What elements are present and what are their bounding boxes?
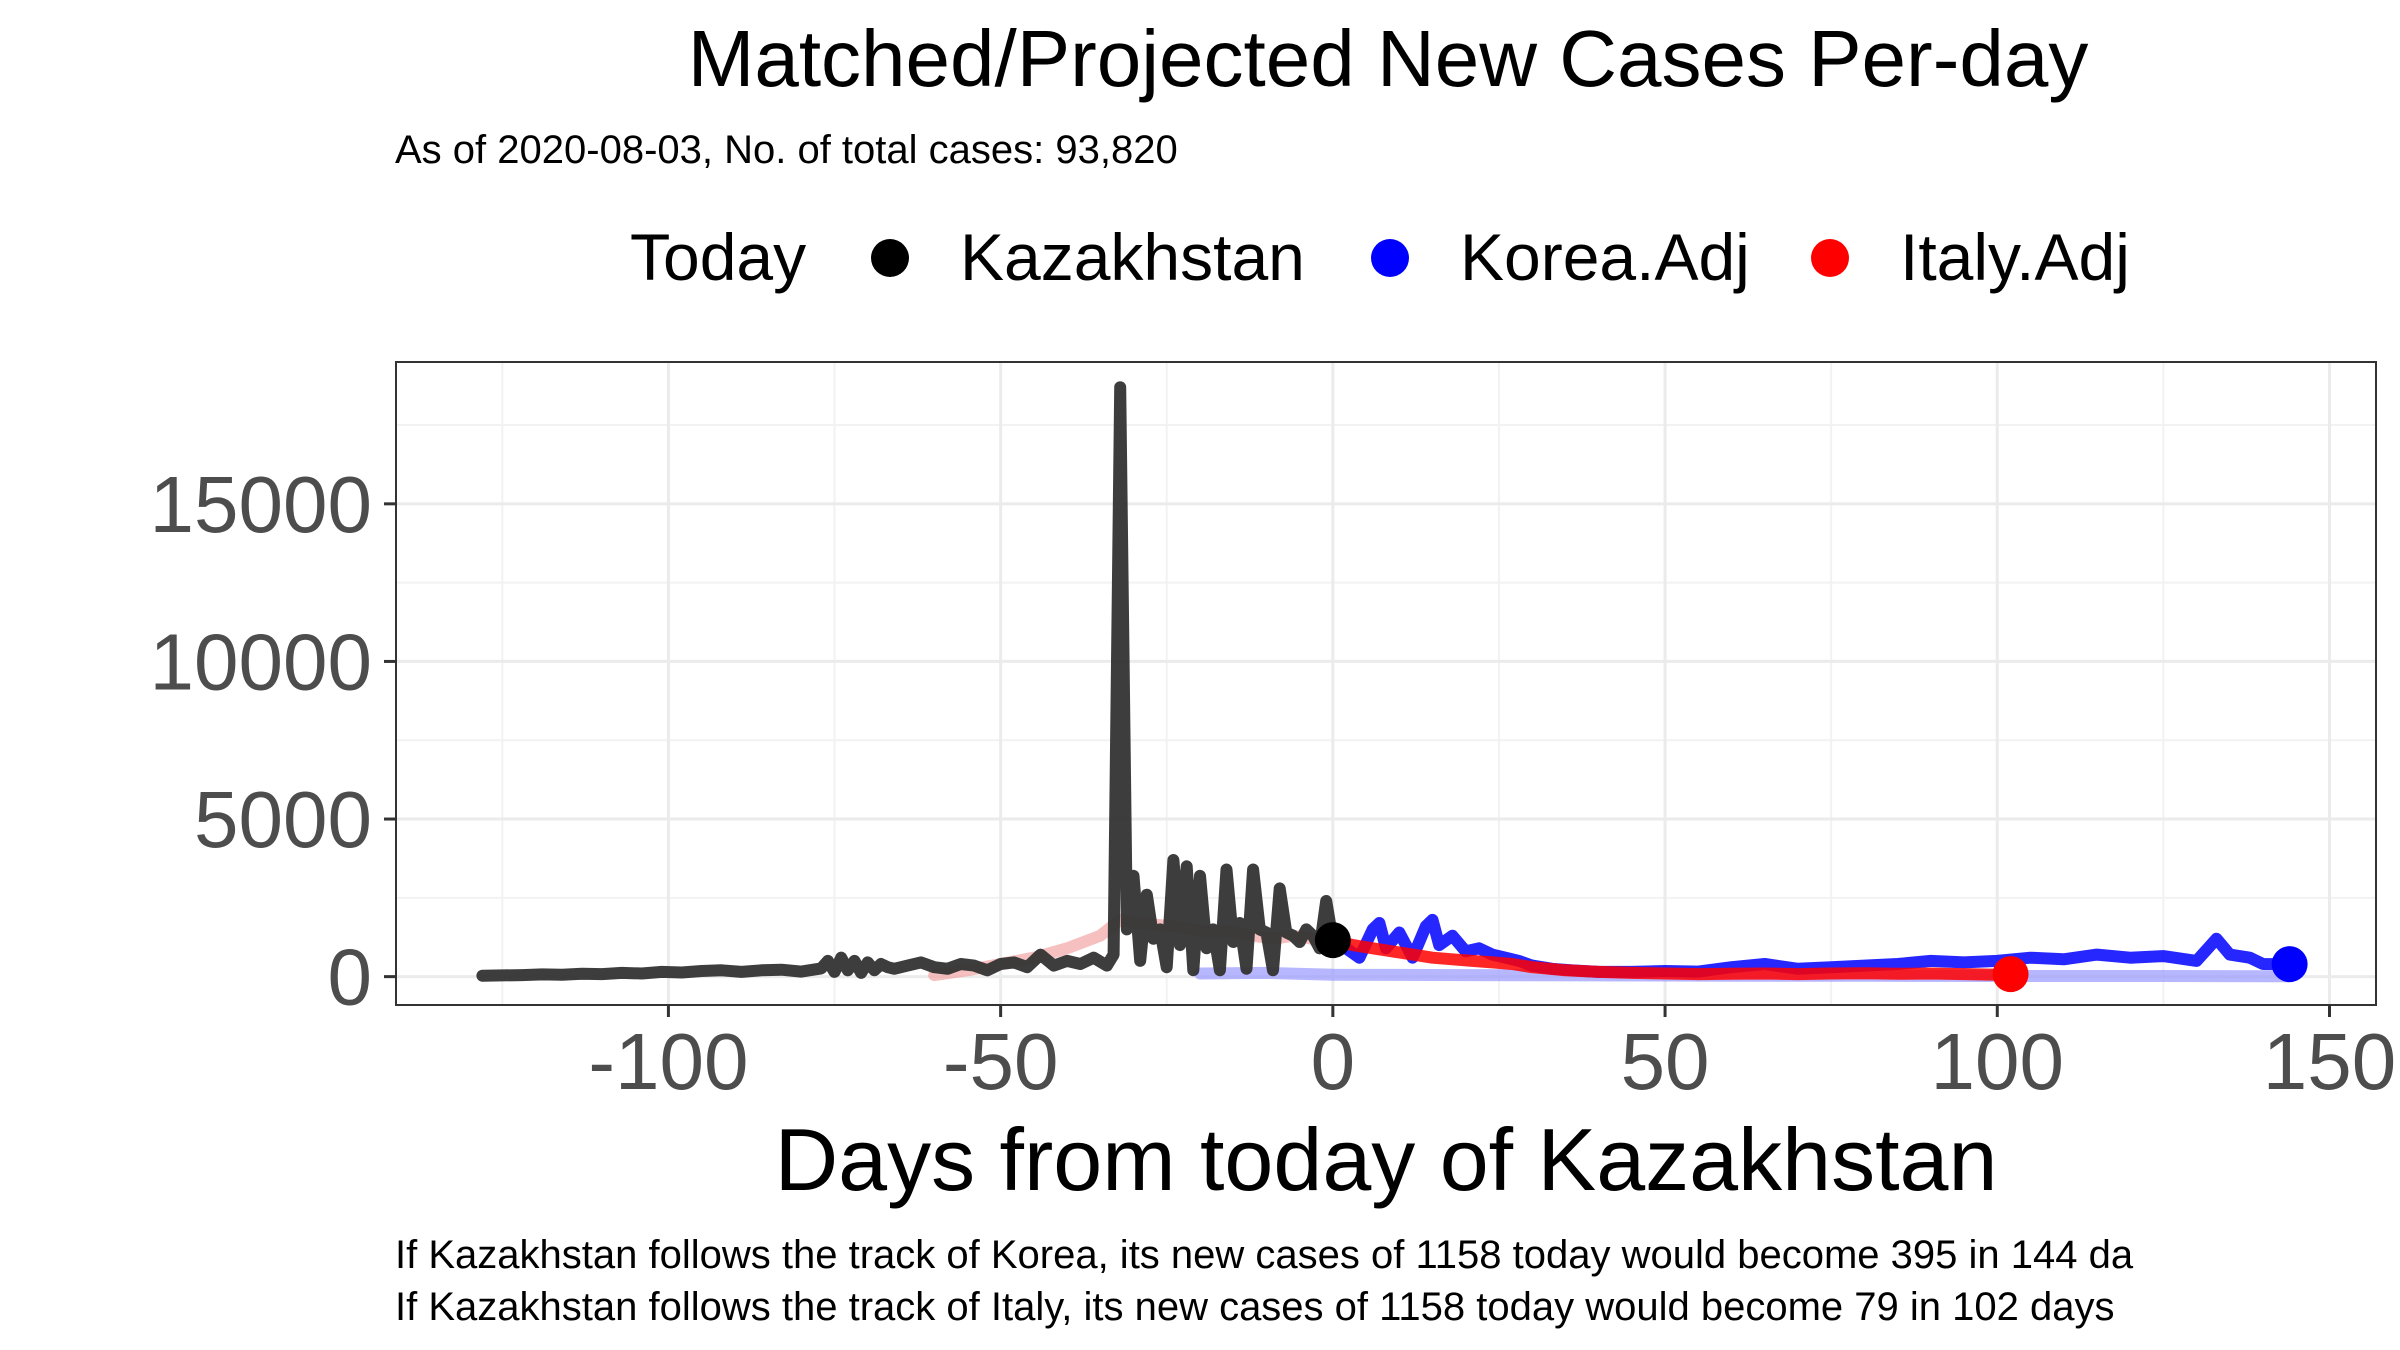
chart-subtitle: As of 2020-08-03, No. of total cases: 93… (395, 128, 1178, 172)
legend-key-korea (1371, 239, 1409, 277)
x-tick-label: 50 (1621, 1017, 1710, 1106)
y-tick-label: 10000 (150, 617, 372, 706)
series-layer (476, 381, 2296, 983)
x-axis-title: Days from today of Kazakhstan (775, 1110, 1998, 1209)
x-tick-label: -50 (943, 1017, 1059, 1106)
caption-italy: If Kazakhstan follows the track of Italy… (395, 1285, 2114, 1329)
plot-panel (396, 362, 2376, 1005)
legend-label-korea: Korea.Adj (1460, 220, 1750, 294)
y-tick-label: 5000 (194, 775, 372, 864)
caption-korea: If Kazakhstan follows the track of Korea… (395, 1233, 2134, 1277)
x-tick-label: -100 (588, 1017, 748, 1106)
plot-border (395, 361, 2377, 1006)
legend-label-kazakhstan: Kazakhstan (960, 220, 1305, 294)
x-tick-label: 0 (1311, 1017, 1356, 1106)
legend-title: Today (630, 220, 806, 294)
x-tick-label: 150 (2263, 1017, 2396, 1106)
legend-key-italy (1811, 239, 1849, 277)
legend-key-kazakhstan (871, 239, 909, 277)
series-line-italy-adj (1326, 934, 2017, 981)
x-axis: -100 -50 0 50 100 150 (588, 1005, 2396, 1106)
y-tick-label: 0 (328, 933, 373, 1022)
legend-label-italy: Italy.Adj (1900, 220, 2130, 294)
legend: Today Kazakhstan Korea.Adj Italy.Adj (630, 220, 2130, 294)
endpoint-korea-adj (2271, 946, 2308, 983)
chart-title: Matched/Projected New Cases Per-day (688, 14, 2089, 103)
endpoint-markers (1314, 922, 2308, 993)
endpoint-kazakhstan (1314, 922, 1351, 959)
series-line-kazakhstan (476, 381, 1339, 982)
y-tick-label: 15000 (150, 460, 372, 549)
x-tick-label: 100 (1931, 1017, 2064, 1106)
endpoint-italy-adj (1992, 956, 2029, 993)
y-axis: 0 5000 10000 15000 (150, 460, 396, 1022)
